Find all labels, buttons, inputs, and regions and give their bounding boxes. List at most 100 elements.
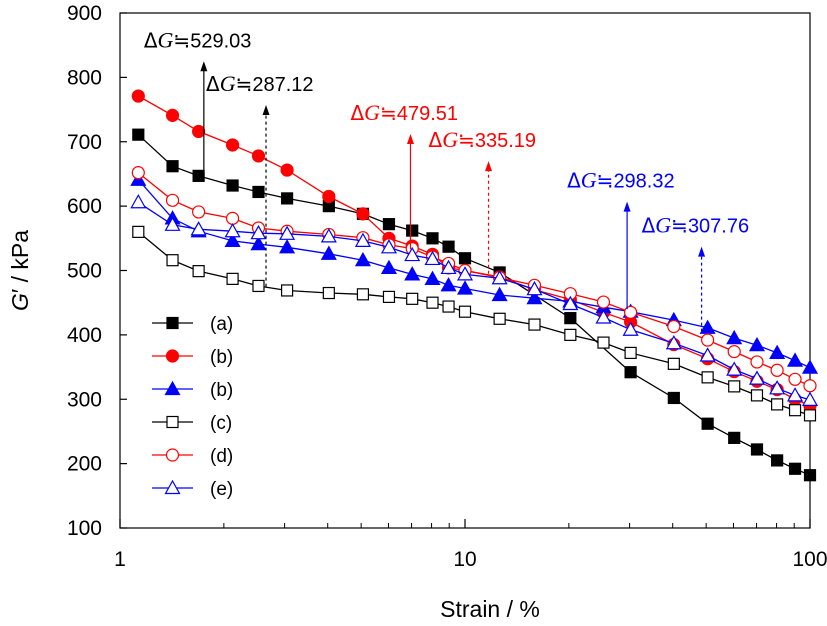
data-point	[406, 224, 419, 237]
annotation-g: G	[442, 127, 458, 152]
data-point	[595, 309, 612, 324]
data-point	[251, 149, 266, 163]
data-point	[562, 295, 579, 311]
data-point	[728, 380, 741, 393]
data-point	[250, 224, 267, 240]
data-point	[440, 277, 457, 292]
legend-entry: (e)	[152, 479, 233, 500]
annotation-arrow-head	[485, 161, 493, 172]
data-point	[322, 286, 335, 300]
data-point	[406, 292, 419, 305]
annotation-2: ΔG≒479.51	[350, 100, 458, 250]
data-point	[803, 409, 817, 422]
annotation-label: ΔG≒335.19	[429, 127, 537, 152]
data-point	[225, 211, 240, 225]
data-point	[279, 225, 296, 240]
data-point	[667, 319, 681, 334]
x-tick-label: 10	[453, 548, 476, 571]
legend-entry: (c)	[152, 413, 232, 434]
y-tick-label: 700	[67, 131, 102, 154]
annotation-label: ΔG≒287.12	[206, 71, 314, 96]
data-point	[787, 352, 804, 367]
data-point	[442, 240, 455, 253]
y-tick-label: 200	[67, 453, 102, 476]
data-point	[164, 216, 181, 231]
data-point	[132, 225, 145, 238]
data-point	[491, 269, 508, 285]
data-point	[225, 138, 240, 152]
data-point	[787, 387, 804, 402]
annotation-g: G	[581, 168, 597, 193]
legend-entry: (d)	[152, 446, 233, 467]
legend-marker	[164, 479, 181, 495]
annotation-label: ΔG≒307.76	[642, 213, 750, 238]
annotation-delta: Δ	[206, 72, 220, 96]
annotation-delta: Δ	[350, 101, 364, 125]
data-point	[132, 128, 145, 141]
annotation-4: ΔG≒298.32	[567, 168, 675, 310]
data-point	[280, 163, 294, 177]
data-point	[667, 391, 680, 405]
annotation-arrow-head	[406, 134, 414, 145]
annotation-approx: ≒	[458, 128, 475, 152]
data-point	[564, 312, 577, 325]
data-point	[382, 290, 396, 303]
data-point	[280, 192, 294, 205]
data-point	[165, 193, 180, 207]
x-tick-label: 1	[114, 548, 126, 571]
data-point	[322, 189, 336, 204]
data-point	[192, 169, 205, 182]
annotation-delta: Δ	[567, 169, 581, 193]
series-3	[132, 225, 817, 422]
x-axis-title: Strain / %	[440, 596, 540, 622]
annotation-g: G	[655, 213, 671, 238]
data-point	[131, 166, 145, 180]
data-point	[426, 296, 439, 309]
annotation-arrow-head	[262, 105, 270, 116]
data-point	[728, 431, 741, 444]
data-point	[803, 379, 817, 393]
data-point	[726, 329, 743, 345]
data-point	[596, 295, 611, 309]
annotation-approx: ≒	[236, 72, 253, 96]
y-tick-label: 100	[67, 517, 102, 540]
y-tick-label: 600	[67, 195, 102, 218]
legend-marker	[165, 448, 180, 462]
legend-entry: (b)	[152, 380, 233, 401]
annotation-label: ΔG≒298.32	[567, 168, 675, 193]
annotation-arrow-head	[698, 246, 706, 257]
data-point	[226, 179, 239, 192]
data-point	[354, 232, 371, 247]
data-point	[750, 443, 764, 456]
data-point	[165, 108, 180, 122]
data-point	[699, 319, 716, 334]
data-point	[750, 389, 764, 402]
data-point	[424, 250, 441, 266]
data-point	[624, 346, 637, 359]
annotation-arrow-head	[623, 201, 631, 212]
data-point	[380, 259, 397, 275]
data-point	[131, 89, 145, 103]
data-point	[769, 380, 786, 395]
annotation-0: ΔG≒529.03	[144, 27, 251, 181]
data-point	[442, 300, 455, 313]
data-point	[226, 272, 239, 285]
data-point	[770, 363, 784, 377]
annotation-label: ΔG≒479.51	[350, 100, 458, 125]
annotation-delta: Δ	[429, 128, 443, 152]
data-point	[526, 289, 543, 305]
data-point	[665, 335, 682, 350]
data-point	[491, 286, 508, 302]
data-point	[701, 333, 715, 347]
annotation-value: 307.76	[688, 216, 749, 238]
data-point	[788, 462, 802, 475]
data-point	[456, 266, 474, 281]
series-5	[130, 194, 819, 406]
data-point	[356, 207, 370, 221]
annotation-delta: Δ	[144, 28, 158, 52]
data-point	[771, 454, 784, 467]
data-point	[701, 371, 714, 384]
legend-label: (d)	[210, 446, 233, 467]
data-point	[769, 344, 786, 359]
